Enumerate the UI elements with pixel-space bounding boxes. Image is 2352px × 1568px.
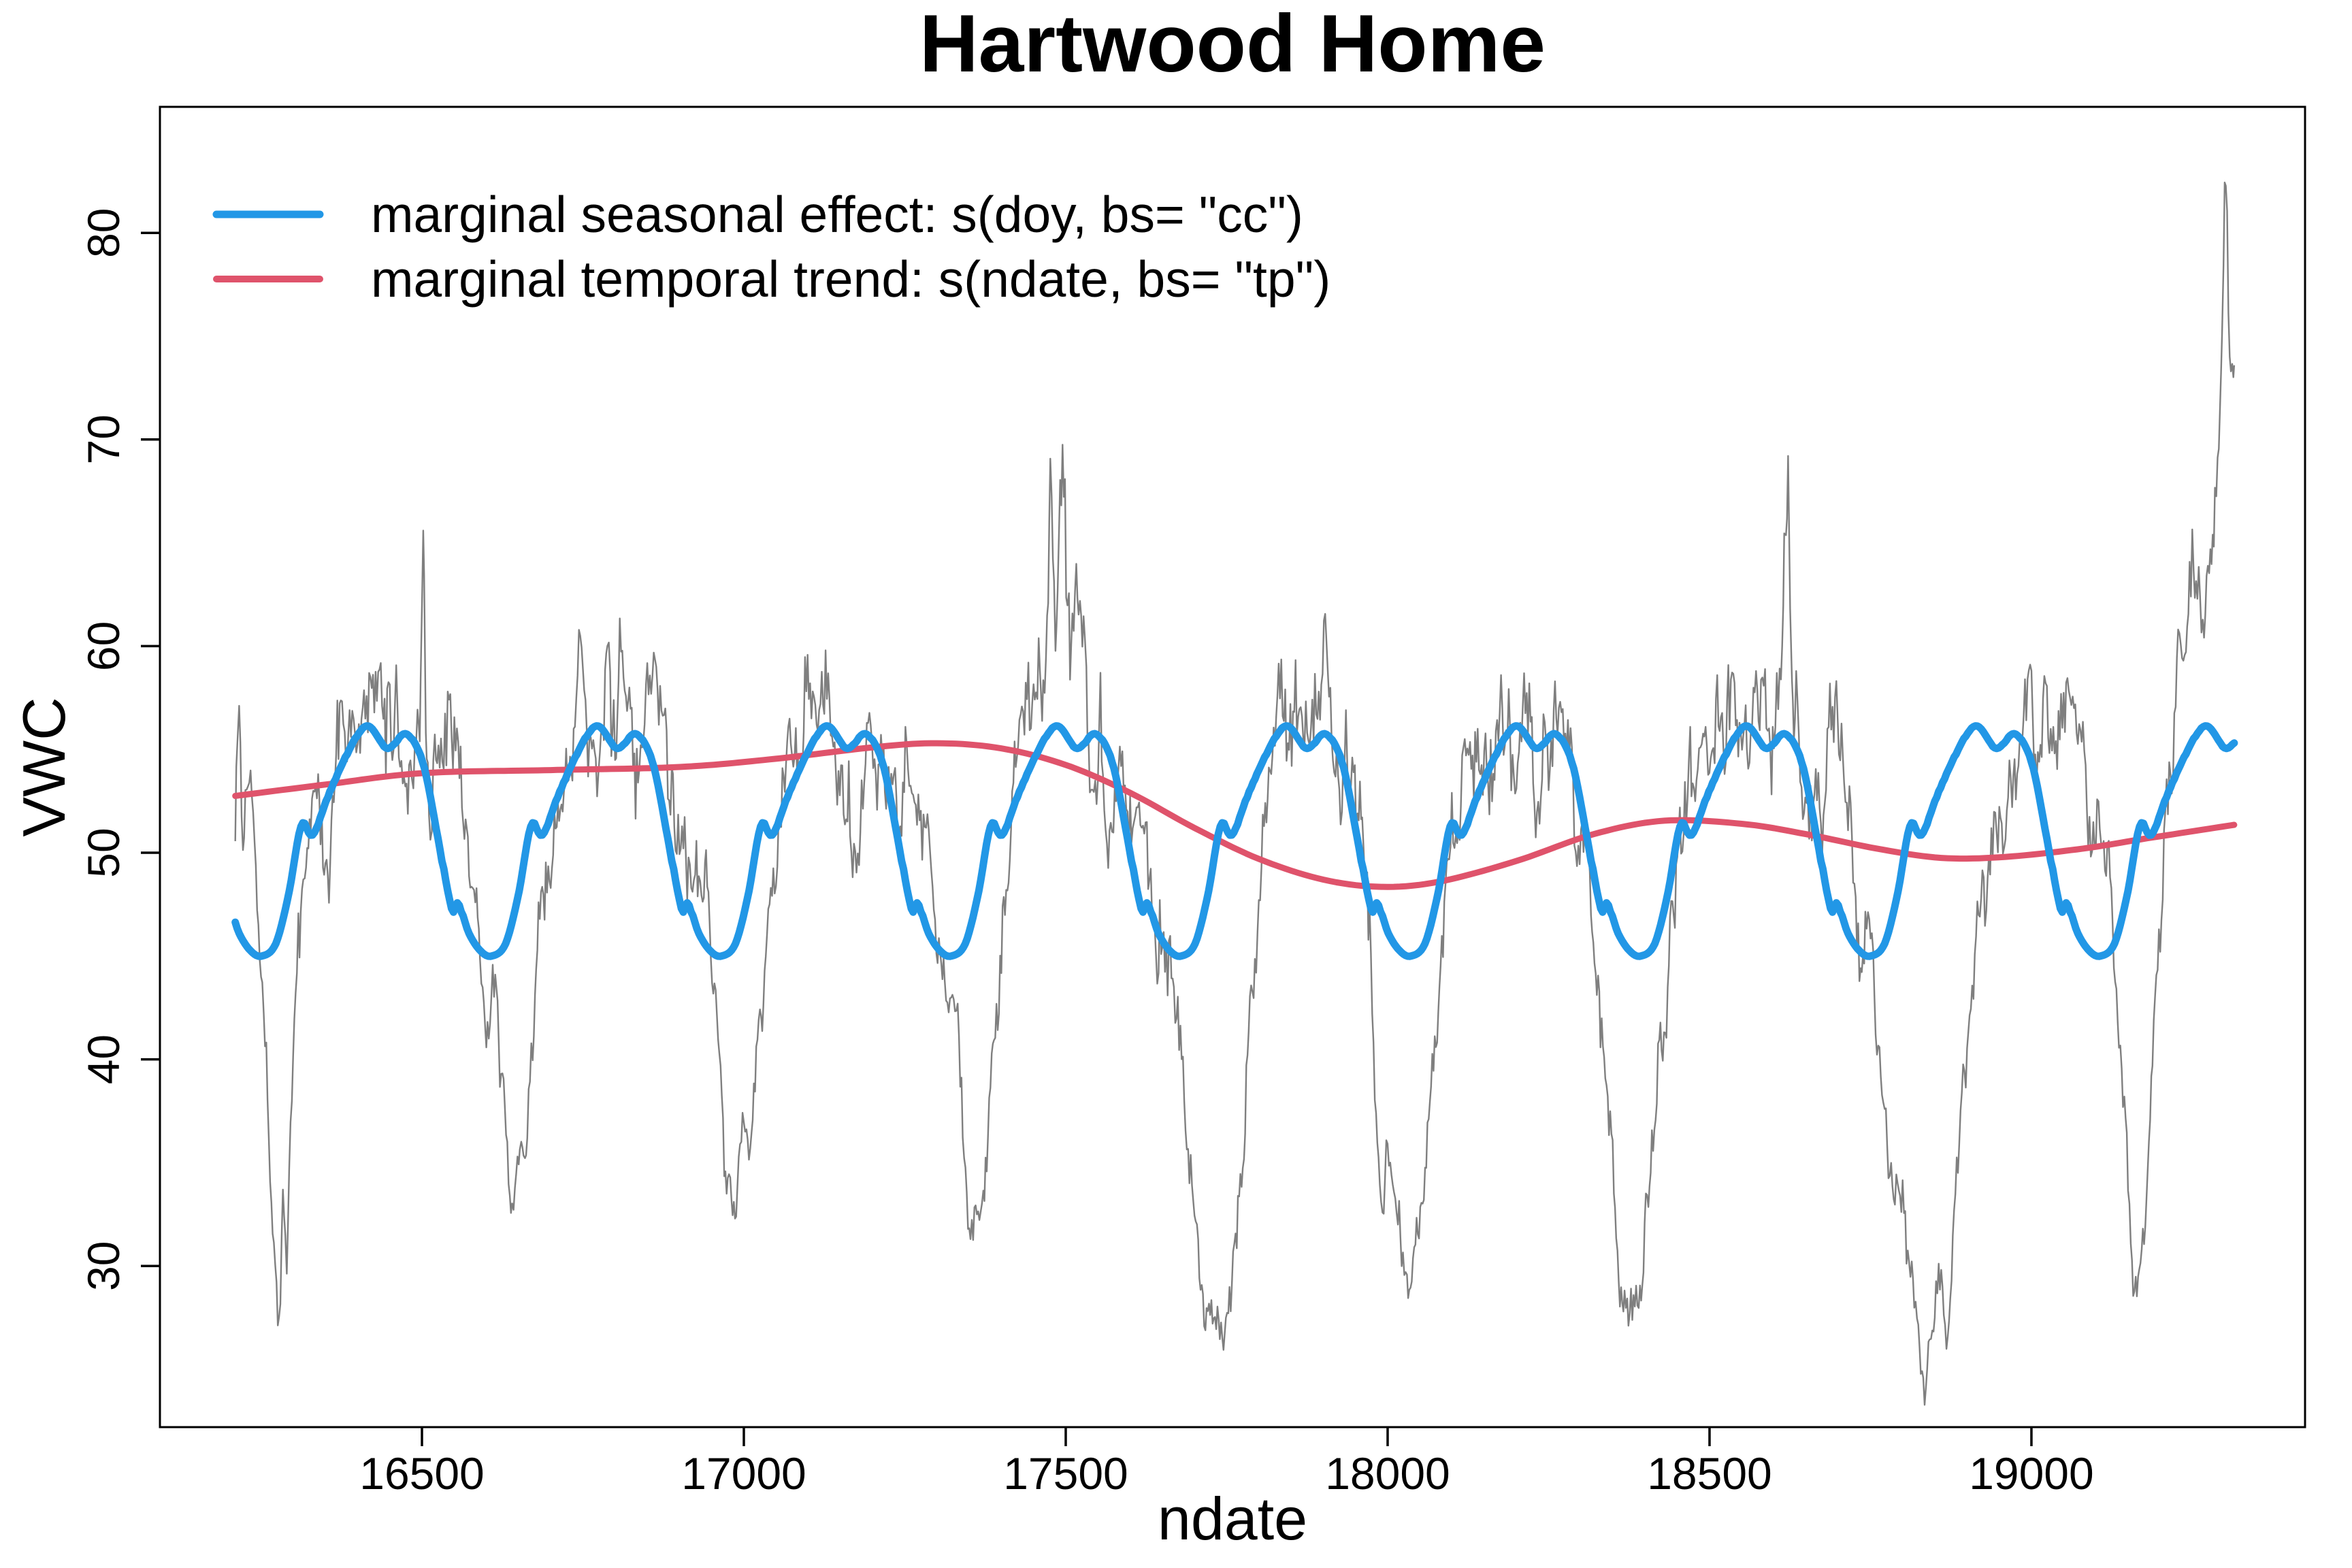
chart-title: Hartwood Home — [919, 0, 1546, 89]
y-tick-label: 50 — [78, 828, 129, 877]
x-axis-ticks: 16500 17000 17500 18000 18500 19000 — [359, 1427, 2094, 1499]
y-tick-label: 80 — [78, 208, 129, 257]
x-tick-label: 19000 — [1969, 1448, 2094, 1499]
y-tick-label: 60 — [78, 621, 129, 671]
x-tick-label: 18000 — [1325, 1448, 1450, 1499]
plot-border — [159, 105, 2306, 1428]
legend-item-seasonal: marginal seasonal effect: s(doy, bs= "cc… — [212, 186, 1303, 243]
x-tick-label: 17000 — [681, 1448, 806, 1499]
x-tick-label: 16500 — [359, 1448, 485, 1499]
y-tick-label: 30 — [78, 1241, 129, 1290]
x-axis-title: ndate — [1158, 1485, 1307, 1552]
y-tick-label: 70 — [78, 414, 129, 464]
temporal-trend-line — [232, 740, 2238, 890]
seasonal-effect-line — [231, 722, 2238, 960]
x-tick-label: 18500 — [1647, 1448, 1772, 1499]
legend-item-trend: marginal temporal trend: s(ndate, bs= "t… — [213, 250, 1330, 308]
y-tick-label: 40 — [78, 1034, 129, 1084]
y-axis-ticks: 30 40 50 60 70 80 — [78, 208, 160, 1291]
legend-label-trend: marginal temporal trend: s(ndate, bs= "t… — [371, 250, 1330, 308]
legend-label-seasonal: marginal seasonal effect: s(doy, bs= "cc… — [371, 186, 1303, 243]
y-axis-title: VWC — [10, 697, 78, 836]
legend: marginal seasonal effect: s(doy, bs= "cc… — [212, 186, 1330, 308]
x-tick-label: 17500 — [1003, 1448, 1128, 1499]
